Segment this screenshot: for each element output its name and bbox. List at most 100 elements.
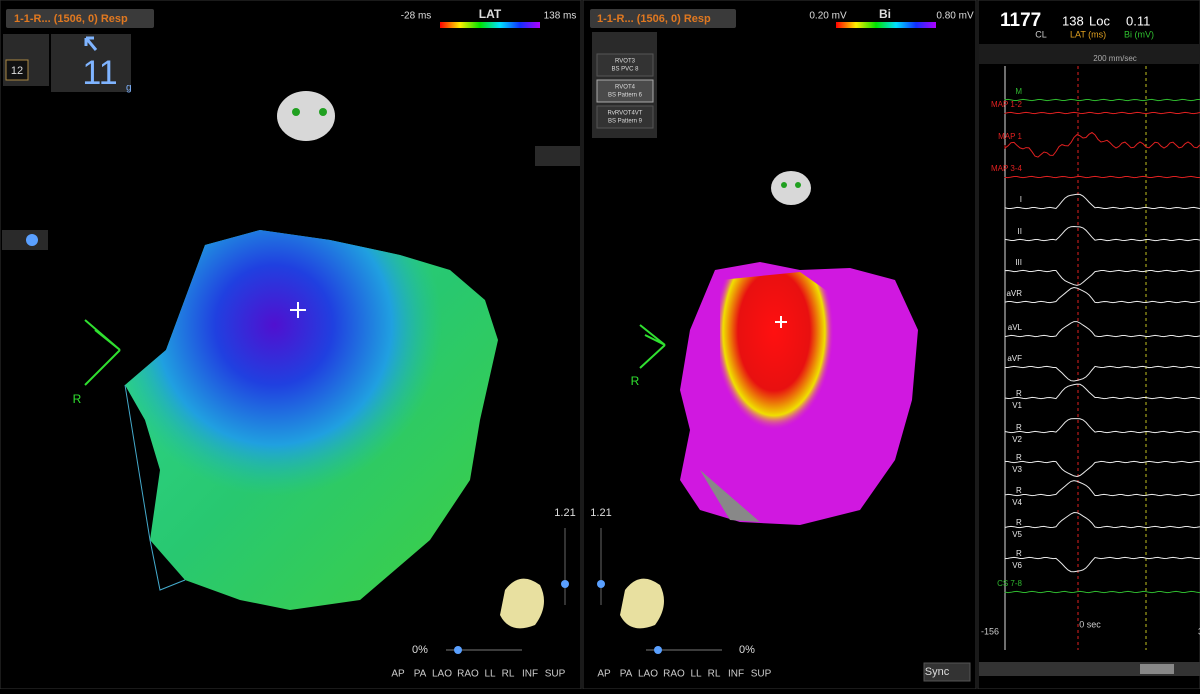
pattern-detail: BS Pattern 9	[608, 119, 643, 125]
transparency-knob[interactable]	[454, 646, 462, 654]
channel-trace	[1004, 321, 1200, 338]
zoom-value: 1.21	[554, 507, 575, 519]
zoom-value: 1.21	[590, 507, 611, 519]
channel-trace	[1004, 480, 1200, 497]
color-scale	[836, 22, 936, 28]
map-selector[interactable]	[6, 9, 154, 28]
channel-trace	[1004, 111, 1200, 115]
orientation-label: R	[631, 374, 640, 388]
bi-map-gray	[700, 470, 760, 522]
pattern-name: RVOT4	[615, 85, 636, 91]
view-button[interactable]: SUP	[751, 669, 772, 680]
orientation-axes	[84, 319, 121, 386]
pointer-icon	[84, 36, 98, 51]
view-button[interactable]: PA	[620, 669, 633, 680]
orientation-axes	[639, 324, 666, 369]
scale-min: -28 ms	[401, 11, 432, 22]
pattern-item[interactable]	[596, 79, 654, 103]
pattern-detail: BS Pattern 6	[608, 93, 643, 99]
channel-label: CS 7-8	[997, 579, 1022, 588]
view-button[interactable]: RAO	[663, 669, 685, 680]
heart-icon	[500, 578, 544, 629]
pattern-item[interactable]	[596, 105, 654, 129]
head-icon	[277, 91, 335, 141]
pattern-item[interactable]	[596, 53, 654, 77]
map-edge	[124, 384, 186, 591]
map-selector-text: 1-1-R... (1506, 0) Resp	[597, 13, 711, 25]
channel-prefix: R	[1016, 549, 1022, 558]
sweep-speed: 200 mm/sec	[1093, 54, 1137, 63]
view-button[interactable]: INF	[522, 669, 538, 680]
gear-icon	[26, 234, 38, 246]
view-button[interactable]: SUP	[545, 669, 566, 680]
head-icon	[771, 171, 811, 205]
channel-prefix: R	[1016, 486, 1022, 495]
transparency-value: 0%	[739, 644, 755, 656]
time-zero: 0 sec	[1079, 619, 1101, 629]
pattern-detail: BS PVC 8	[611, 67, 639, 73]
view-button[interactable]: LAO	[432, 669, 452, 680]
channel-label: V1	[1012, 401, 1022, 410]
pattern-name: RvRVOT4VT	[608, 111, 643, 117]
force-value: 11	[82, 54, 117, 92]
channel-trace	[1004, 418, 1200, 434]
view-button[interactable]: RL	[502, 669, 515, 680]
scale-name: LAT	[479, 7, 502, 21]
channel-label: I	[1020, 195, 1022, 204]
channel-trace	[1004, 269, 1200, 286]
time-end: 36	[1198, 626, 1200, 636]
view-button[interactable]: INF	[728, 669, 744, 680]
view-button[interactable]: AP	[391, 669, 405, 680]
channel-label: V2	[1012, 435, 1022, 444]
sync-button[interactable]	[923, 662, 971, 682]
lat-value: 138	[1062, 13, 1084, 28]
channel-trace	[1004, 286, 1200, 304]
view-button[interactable]: RAO	[457, 669, 479, 680]
channel-prefix: R	[1016, 453, 1022, 462]
lat-label: LAT (ms)	[1070, 29, 1106, 39]
channel-trace	[1004, 365, 1200, 382]
time-start: -156	[981, 626, 999, 636]
bi-map-scar	[720, 272, 840, 470]
map-selector-text: 1-1-R... (1506, 0) Resp	[14, 13, 128, 25]
bi-label: Bi (mV)	[1124, 29, 1154, 39]
channel-label: III	[1015, 258, 1022, 267]
channel-trace	[1004, 590, 1200, 594]
channel-trace	[1004, 193, 1200, 210]
channel-label: V3	[1012, 465, 1022, 474]
channel-trace	[1004, 98, 1200, 102]
channel-label: V6	[1012, 561, 1022, 570]
view-button[interactable]: PA	[414, 669, 427, 680]
scale-name: Bi	[879, 7, 891, 21]
view-button[interactable]: LAO	[638, 669, 658, 680]
channel-trace	[1004, 460, 1200, 478]
channel-label: aVR	[1006, 289, 1022, 298]
transparency-knob[interactable]	[654, 646, 662, 654]
channel-prefix: R	[1016, 423, 1022, 432]
channel-trace	[1004, 556, 1200, 573]
channel-label: aVF	[1007, 354, 1022, 363]
channel-label: M	[1015, 87, 1022, 96]
scroll-thumb[interactable]	[1140, 664, 1174, 674]
view-button[interactable]: RL	[708, 669, 721, 680]
map-selector[interactable]	[590, 9, 736, 28]
channel-label: aVL	[1008, 323, 1023, 332]
view-button[interactable]: LL	[690, 669, 702, 680]
pattern-name: RVOT3	[615, 59, 636, 65]
channel-label: V5	[1012, 530, 1022, 539]
channel-prefix: R	[1016, 389, 1022, 398]
view-button[interactable]: LL	[484, 669, 496, 680]
zoom-knob[interactable]	[597, 580, 605, 588]
view-button[interactable]: AP	[597, 669, 611, 680]
channel-trace	[1004, 131, 1200, 158]
grid-widget[interactable]	[535, 146, 580, 166]
count-box	[5, 59, 29, 81]
count-text: 12	[11, 65, 23, 77]
cl-label: CL	[1035, 29, 1047, 39]
zoom-knob[interactable]	[561, 580, 569, 588]
channel-trace	[1004, 383, 1200, 400]
bi-value: 0.11	[1126, 13, 1150, 28]
settings-widget[interactable]	[2, 230, 48, 250]
channel-label: MAP 1-2	[991, 100, 1023, 109]
